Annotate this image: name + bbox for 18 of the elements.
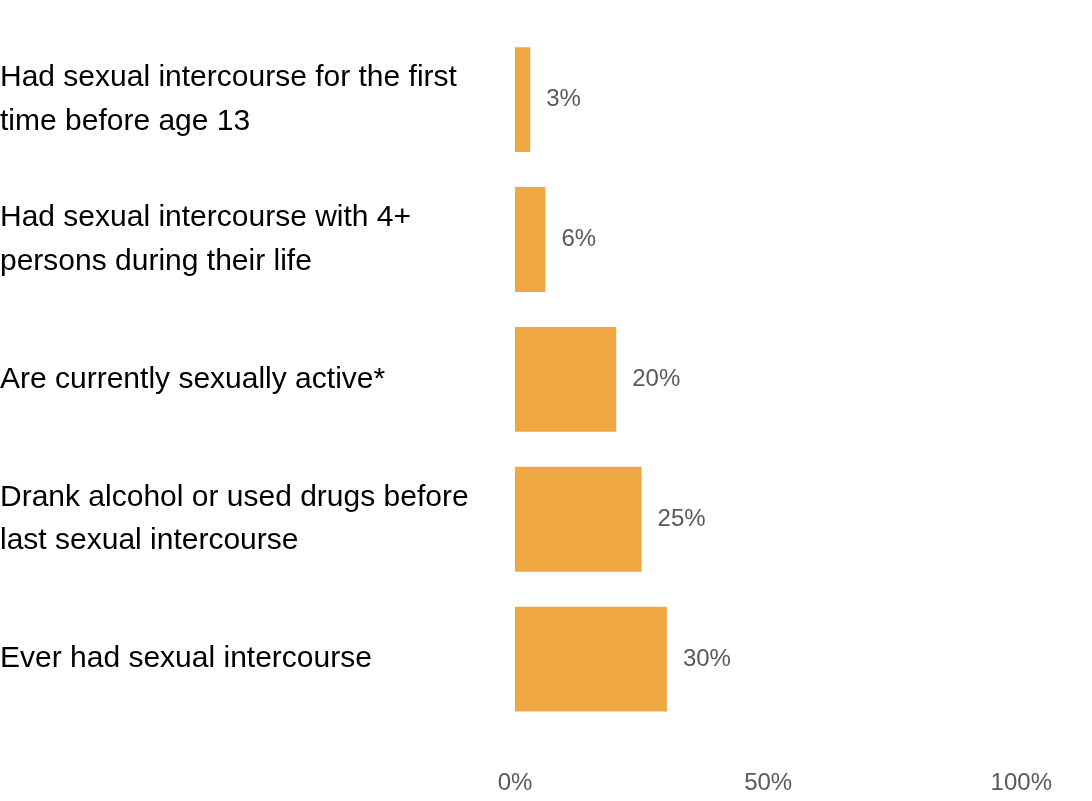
data-label: 30% <box>682 643 731 671</box>
y-tick-label: Had sexual intercourse for the first time before age 13 <box>0 59 458 136</box>
bar <box>515 466 642 572</box>
y-tick-label: Had sexual intercourse with 4+ persons during their life <box>0 199 412 276</box>
y-tick-label: Drank alcohol or used drugs before last sexual intercourse <box>0 478 469 556</box>
bar <box>515 606 667 712</box>
data-label: 20% <box>632 364 681 391</box>
y-tick-label: Are currently sexually active* <box>0 360 386 394</box>
bar <box>515 187 546 292</box>
data-label: 25% <box>657 503 706 531</box>
data-label: 6% <box>561 224 597 252</box>
x-tick-label: 0% <box>497 768 533 796</box>
x-tick-label: 50% <box>744 768 793 796</box>
data-label: 3% <box>546 84 581 112</box>
bar <box>515 47 531 153</box>
y-tick-label: Ever had sexual intercourse <box>0 640 372 674</box>
bar <box>515 326 617 432</box>
x-tick-label: 100% <box>990 768 1052 796</box>
